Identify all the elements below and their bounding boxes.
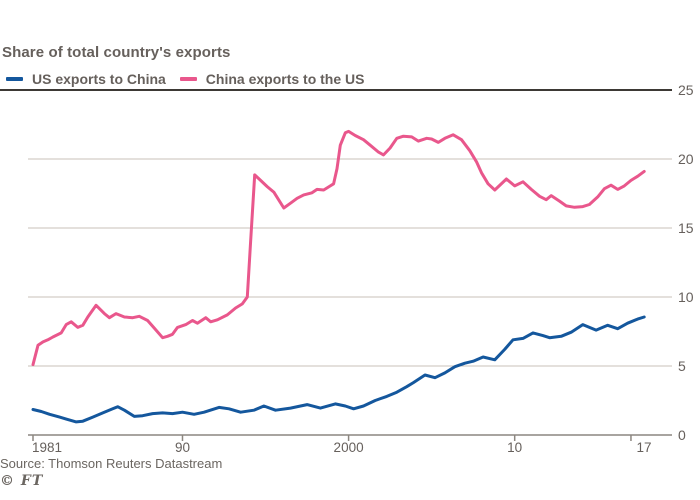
legend-label-china-exports: China exports to the US — [205, 71, 365, 87]
chart-title: Share of total country's exports — [2, 44, 231, 61]
y-tick-label: 0 — [678, 427, 686, 443]
source-note: Source: Thomson Reuters Datastream — [0, 456, 223, 471]
ft-logo: © FT — [0, 473, 44, 489]
legend: US exports to China China exports to the… — [6, 71, 378, 87]
x-tick-label: 2000 — [333, 440, 364, 455]
legend-swatch-china-exports-icon — [179, 77, 197, 81]
y-tick-label: 10 — [678, 289, 694, 305]
series-line-1 — [31, 129, 646, 367]
legend-label-us-exports: US exports to China — [32, 71, 166, 87]
y-tick-label: 15 — [678, 220, 694, 236]
x-tick-label: 17 — [636, 440, 652, 455]
y-tick-label: 5 — [678, 358, 686, 374]
y-tick-label: 20 — [678, 151, 694, 167]
x-tick-label: 1981 — [31, 440, 63, 455]
y-tick-label: 25 — [678, 82, 694, 98]
x-tick-label: 10 — [507, 440, 523, 455]
legend-swatch-us-exports-icon — [6, 77, 23, 81]
x-tick-label: 90 — [174, 440, 190, 455]
series-line-0 — [31, 315, 646, 424]
